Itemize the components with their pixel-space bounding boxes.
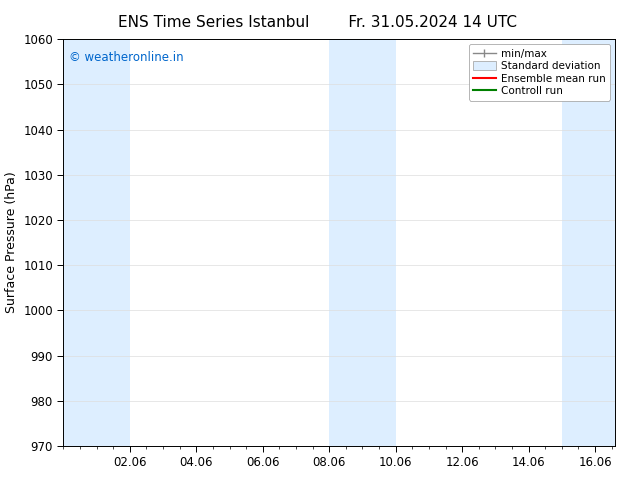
Bar: [562, 39, 615, 446]
Text: ENS Time Series Istanbul        Fr. 31.05.2024 14 UTC: ENS Time Series Istanbul Fr. 31.05.2024 …: [117, 15, 517, 30]
Bar: [329, 39, 396, 446]
Bar: [63, 39, 130, 446]
Text: © weatheronline.in: © weatheronline.in: [69, 51, 183, 64]
Legend: min/max, Standard deviation, Ensemble mean run, Controll run: min/max, Standard deviation, Ensemble me…: [469, 45, 610, 100]
Y-axis label: Surface Pressure (hPa): Surface Pressure (hPa): [4, 172, 18, 314]
